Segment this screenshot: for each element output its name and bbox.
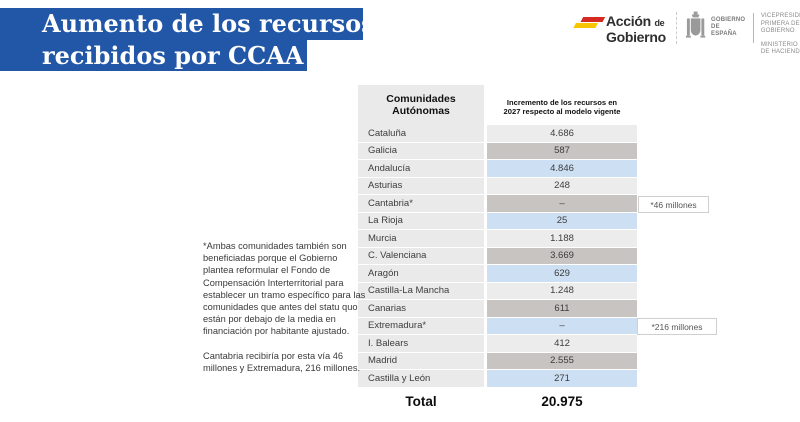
page-title-line1: Aumento de los recursos xyxy=(0,8,375,40)
accion-de: de xyxy=(654,18,665,28)
table-cell-comunidad: Asturias xyxy=(358,177,484,195)
table-cell-incremento: 587 xyxy=(487,142,637,160)
table-row: Castilla y León 271 xyxy=(358,370,637,388)
footnote: *Ambas comunidades también son beneficia… xyxy=(203,240,366,374)
ministry-divider xyxy=(753,13,754,43)
table-row: Aragón 629 xyxy=(358,265,637,283)
table-row: La Rioja 25 xyxy=(358,212,637,230)
table-cell-incremento: 271 xyxy=(487,370,637,388)
table-row: Canarias 611 xyxy=(358,300,637,318)
table-cell-comunidad: I. Balears xyxy=(358,335,484,353)
ccaa-table: Comunidades Autónomas Incremento de los … xyxy=(358,85,637,413)
col2-header-line1: Incremento de los recursos en xyxy=(506,98,618,107)
table-cell-comunidad: Castilla-La Mancha xyxy=(358,282,484,300)
column-header-incremento: Incremento de los recursos en 2027 respe… xyxy=(487,85,637,125)
ministry-line4: DE HACIENDA xyxy=(760,49,800,55)
table-cell-comunidad: Aragón xyxy=(358,265,484,283)
table-row: Extremadura* – xyxy=(358,317,637,335)
table-cell-comunidad: Galicia xyxy=(358,142,484,160)
table-cell-incremento: 412 xyxy=(487,335,637,353)
table-row: Cataluña 4.686 xyxy=(358,125,637,143)
table-cell-comunidad: C. Valenciana xyxy=(358,247,484,265)
table-cell-comunidad: Cataluña xyxy=(358,125,484,143)
gobierno-de-espana-text: GOBIERNO DE ESPAÑA xyxy=(711,17,746,38)
table-row: I. Balears 412 xyxy=(358,335,637,353)
ministry-text: VICEPRESIDENCIA PRIMERA DEL GOBIERNO MIN… xyxy=(761,13,800,57)
accion-de-gobierno-logo: Acción de Gobierno xyxy=(573,14,666,44)
callout-cantabria: *46 millones xyxy=(638,196,709,213)
gobierno-word: Gobierno xyxy=(606,29,666,45)
table-rows: Cataluña 4.686 Galicia 587 Andalucía 4.8… xyxy=(358,125,637,388)
table-row: Madrid 2.555 xyxy=(358,352,637,370)
total-row: Total 20.975 xyxy=(358,391,637,413)
spain-flag-icon xyxy=(573,17,606,29)
table-cell-comunidad: Castilla y León xyxy=(358,370,484,388)
callout-extremadura: *216 millones xyxy=(637,318,717,335)
table-row: Cantabria* – xyxy=(358,195,637,213)
ministry-line3: MINISTERIO xyxy=(760,41,798,48)
table-cell-incremento: – xyxy=(487,195,637,213)
table-cell-incremento: 4.846 xyxy=(487,160,637,178)
table-cell-incremento: 248 xyxy=(487,177,637,195)
ministry-line2: PRIMERA DEL GOBIERNO xyxy=(760,20,800,35)
table-cell-comunidad: Andalucía xyxy=(358,160,484,178)
table-cell-comunidad: Extremadura* xyxy=(358,317,484,335)
table-cell-comunidad: Madrid xyxy=(358,352,484,370)
page-title-line2: recibidos por CCAA xyxy=(0,39,307,71)
accion-logo-text: Acción de Gobierno xyxy=(606,14,666,44)
col2-header-line2: 2027 respecto al modelo vigente xyxy=(503,107,621,116)
table-header: Comunidades Autónomas Incremento de los … xyxy=(358,85,637,125)
table-cell-incremento: 1.248 xyxy=(487,282,637,300)
table-cell-incremento: 4.686 xyxy=(487,125,637,143)
table-cell-incremento: 1.188 xyxy=(487,230,637,248)
table-row: Galicia 587 xyxy=(358,142,637,160)
header-logos: Acción de Gobierno GOBIERNO xyxy=(573,10,800,57)
gobierno-line1: GOBIERNO xyxy=(711,16,746,23)
col1-header-line1: Comunidades xyxy=(386,93,456,105)
footnote-para1: *Ambas comunidades también son beneficia… xyxy=(203,241,366,337)
table-cell-comunidad: Murcia xyxy=(358,230,484,248)
table-cell-incremento: 629 xyxy=(487,265,637,283)
table-cell-comunidad: La Rioja xyxy=(358,212,484,230)
table-row: Andalucía 4.846 xyxy=(358,160,637,178)
table-row: Castilla-La Mancha 1.248 xyxy=(358,282,637,300)
table-row: C. Valenciana 3.669 xyxy=(358,247,637,265)
gobierno-de-espana-logo: GOBIERNO DE ESPAÑA xyxy=(685,10,746,44)
footnote-para2: Cantabria recibiría por esta vía 46 mill… xyxy=(203,350,361,373)
ministry-line1: VICEPRESIDENCIA xyxy=(760,13,800,19)
logo-divider xyxy=(675,12,677,44)
table-cell-incremento: 3.669 xyxy=(487,247,637,265)
table-row: Murcia 1.188 xyxy=(358,230,637,248)
table-cell-incremento: 2.555 xyxy=(487,352,637,370)
accion-word: Acción xyxy=(606,13,651,29)
col1-header-line2: Autónomas xyxy=(392,105,450,117)
total-value: 20.975 xyxy=(541,394,583,409)
table-cell-incremento: 611 xyxy=(487,300,637,318)
table-cell-comunidad: Cantabria* xyxy=(358,195,484,213)
spain-coat-of-arms-icon xyxy=(685,11,706,38)
column-header-comunidades: Comunidades Autónomas xyxy=(358,85,484,125)
table-cell-incremento: 25 xyxy=(487,212,637,230)
table-cell-comunidad: Canarias xyxy=(358,300,484,318)
table-cell-incremento: – xyxy=(487,317,637,335)
page-title: Aumento de los recursos recibidos por CC… xyxy=(0,8,375,71)
gobierno-line2: DE ESPAÑA xyxy=(711,23,737,37)
table-row: Asturias 248 xyxy=(358,177,637,195)
total-label: Total xyxy=(405,394,437,409)
